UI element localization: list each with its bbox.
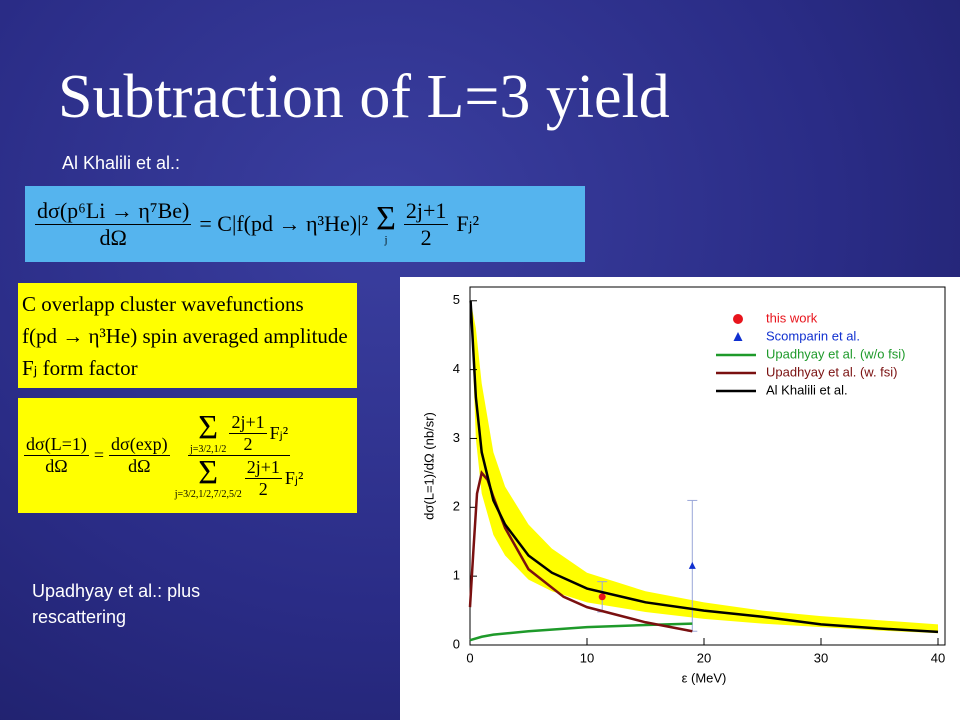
formula-text: Fⱼ² [269,422,289,443]
sum-index: j=3/2,1/2,7/2,5/2 [174,489,242,500]
denominator: 2 [420,224,432,250]
numerator: dσ(L=1) [24,434,89,456]
formula-text: = C|f(pd → η³He)|² [199,211,369,236]
legend-label: this work [766,310,818,325]
fraction: dσ(exp) dΩ [109,434,170,477]
legend-label: Scomparin et al. [766,328,860,343]
y-tick-label: 0 [453,636,460,651]
definition: C overlapp cluster wavefunctions [22,291,304,316]
y-tick-label: 5 [453,292,460,307]
y-tick-label: 4 [453,361,460,376]
denominator: dΩ [99,224,127,250]
legend-marker [733,332,743,341]
x-tick-label: 40 [931,650,945,665]
fraction: dσ(p⁶Li → η⁷Be) dΩ [35,197,192,251]
fraction: 2j+1 2 [403,197,449,251]
fraction: 2j+1 2 [244,456,282,500]
data-point [688,561,696,569]
formula-text: Fⱼ² [284,467,304,488]
y-axis-label: dσ(L=1)/dΩ (nb/sr) [421,412,436,520]
legend-marker [733,314,743,324]
definition: Fⱼ form factor [22,355,138,380]
fraction: 2j+1 2 [229,411,267,455]
curve [469,622,693,642]
denominator: dΩ [45,456,68,476]
x-tick-label: 10 [580,650,594,665]
slide-title: Subtraction of L=3 yield [58,63,670,131]
note: Upadhyay et al.: plus rescattering [32,578,200,630]
x-tick-label: 30 [814,650,828,665]
numerator: 2j+1 [229,411,267,434]
plot-frame [469,286,946,646]
chart: 0 10 20 30 40 0 1 2 3 4 5 ε (MeV) dσ(L=1)/dΩ (nb/sr)… [400,277,960,720]
sum-sign: Σ [198,409,219,446]
definition: f(pd → η³He) spin averaged amplitude [22,323,348,348]
data-point [598,593,606,601]
sum-sign: Σ [198,454,219,491]
sum-index: j [384,235,388,246]
denominator: 2 [243,433,253,454]
numerator: 2j+1 [403,197,449,225]
note-line: rescattering [32,607,127,627]
x-tick-label: 0 [466,650,473,665]
legend-label: Upadhyay et al. (w. fsi) [766,364,898,379]
note-line: Upadhyay et al.: plus [32,581,201,601]
sum-sign: Σ [376,200,396,237]
formula-text: Fⱼ² [456,211,480,236]
definitions-box: C overlapp cluster wavefunctions f(pd → … [18,283,357,388]
legend-label: Upadhyay et al. (w/o fsi) [766,346,905,361]
legend-label: Al Khalili et al. [766,382,848,397]
x-tick-label: 20 [697,650,711,665]
y-tick-label: 2 [453,499,460,514]
denominator: dΩ [128,456,151,476]
formula-text: = [93,445,104,465]
x-axis-label: ε (MeV) [682,670,727,685]
sum-index: j=3/2,1/2 [189,444,227,455]
fraction: dσ(L=1) dΩ [24,434,89,477]
denominator: 2 [258,478,268,499]
numerator: dσ(exp) [109,434,170,456]
curve [469,300,939,634]
numerator: dσ(p⁶Li → η⁷Be) [35,197,192,225]
y-tick-label: 3 [453,430,460,445]
subtitle: Al Khalili et al.: [62,153,181,173]
y-tick-label: 1 [453,568,460,583]
numerator: 2j+1 [244,456,282,479]
